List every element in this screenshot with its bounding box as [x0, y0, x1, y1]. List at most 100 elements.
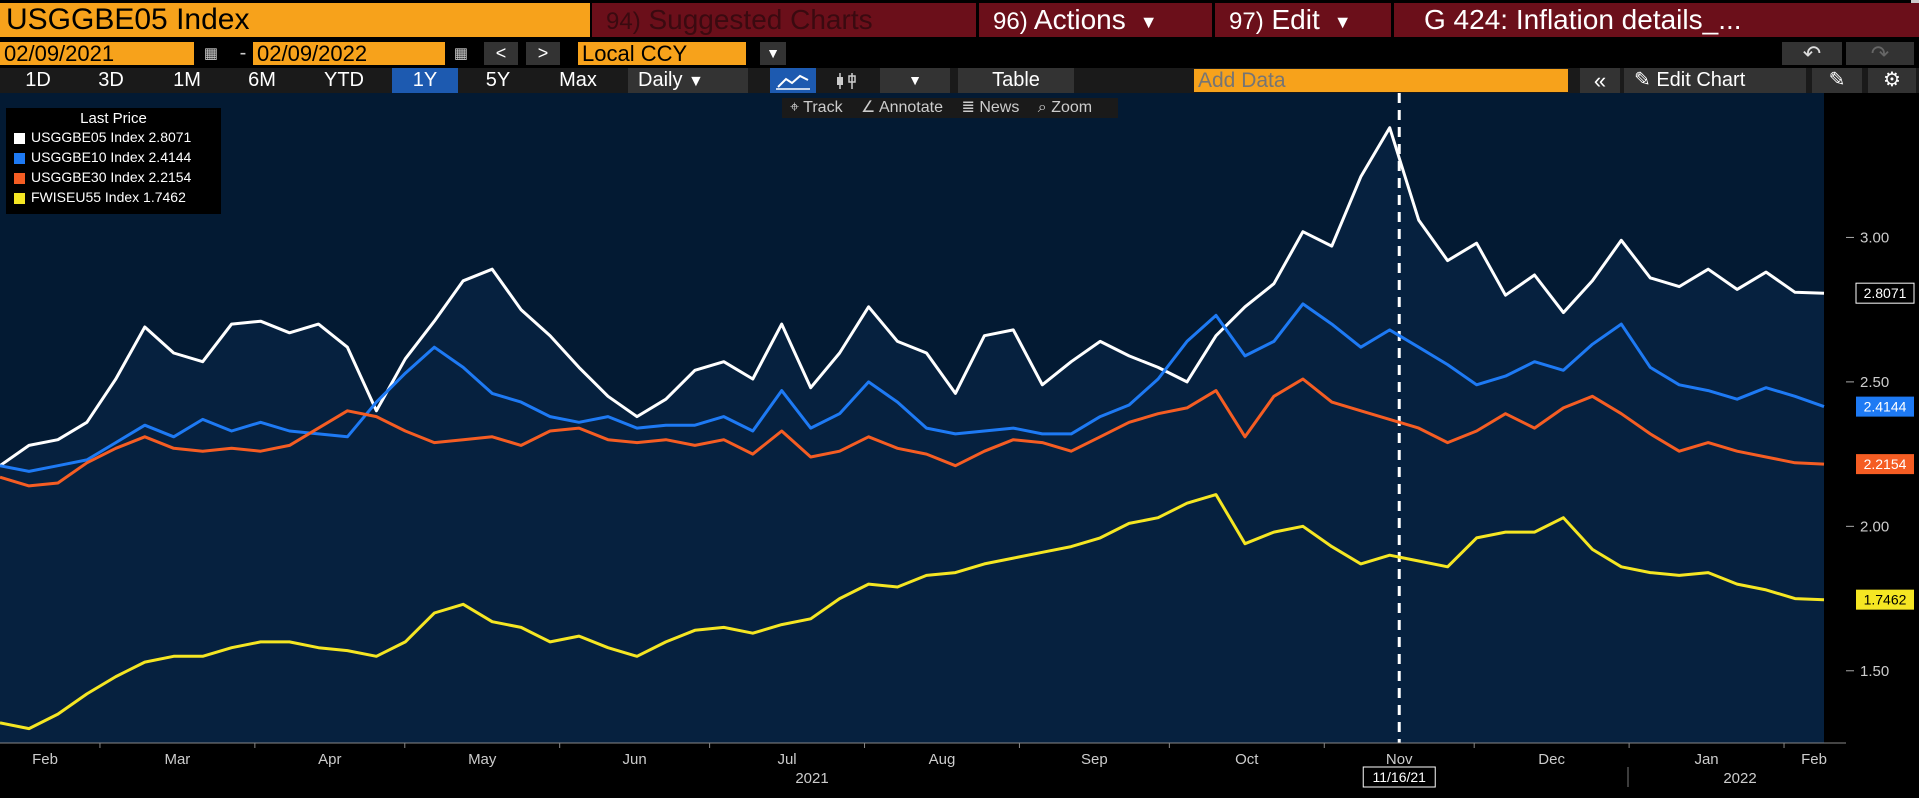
edit-button[interactable]: 97) Edit ▼ — [1215, 3, 1391, 37]
area-fill — [0, 127, 1824, 743]
crosshair-date-box — [1362, 766, 1436, 788]
frequency-dropdown[interactable]: Daily ▼ — [628, 68, 748, 93]
last-value-label: 2.4144 — [1864, 399, 1907, 415]
x-tick-label: Jul — [777, 751, 796, 768]
x-tick-label: Feb — [1801, 751, 1827, 768]
last-value-tag — [1855, 282, 1915, 304]
year-label: 2021 — [795, 770, 828, 787]
ticker-field[interactable]: USGGBE05 Index — [0, 3, 590, 37]
crosshair-icon[interactable]: ⌖ — [790, 99, 800, 116]
add-data-input[interactable] — [1194, 69, 1568, 92]
candlestick-icon[interactable] — [826, 68, 866, 93]
legend-series-name: USGGBE10 Index — [31, 149, 145, 165]
y-tick-label: 1.50 — [1860, 663, 1889, 680]
edit-chart-label: Edit Chart — [1656, 69, 1746, 91]
period-ytd-button[interactable]: YTD — [324, 69, 364, 91]
x-tick-label: Mar — [164, 751, 190, 768]
y-tick-label: 3.00 — [1860, 229, 1889, 246]
calendar-icon[interactable]: ▦ — [203, 45, 219, 62]
legend-item[interactable]: USGGBE30 Index 2.2154 — [6, 167, 221, 187]
last-value-label: 2.2154 — [1864, 456, 1907, 472]
x-tick-label: Dec — [1538, 751, 1565, 768]
last-value-label: 1.7462 — [1864, 592, 1907, 608]
chevron-down-icon: ▼ — [1333, 11, 1352, 32]
news-button[interactable]: News — [979, 99, 1020, 116]
pencil-icon: ✎ — [1634, 69, 1651, 91]
line-chart-icon[interactable] — [770, 68, 816, 93]
annotate-icon[interactable]: ∠ — [861, 99, 876, 116]
window-corner-mark — [1911, 0, 1919, 3]
legend-item[interactable]: USGGBE10 Index 2.4144 — [6, 147, 221, 167]
last-value-tag — [1856, 454, 1914, 475]
legend-swatch — [14, 152, 25, 164]
legend-series-name: USGGBE30 Index — [31, 169, 145, 185]
edit-number: 97) — [1229, 8, 1264, 35]
y-tick-label: 2.50 — [1860, 374, 1889, 391]
previous-period-button[interactable]: < — [484, 42, 518, 65]
start-date-field[interactable]: 02/09/2021 — [0, 42, 194, 65]
date-range-dash: - — [239, 42, 247, 64]
x-tick-label: Nov — [1386, 751, 1413, 768]
chevron-down-icon: ▼ — [1139, 11, 1158, 32]
period-6m-button[interactable]: 6M — [248, 69, 276, 91]
period-1d-button[interactable]: 1D — [25, 69, 51, 91]
gear-icon[interactable]: ⚙ — [1868, 68, 1916, 93]
last-value-label: 2.8071 — [1864, 285, 1907, 301]
chart-settings-edit-icon[interactable]: ✎ — [1812, 68, 1862, 93]
chevron-down-icon: ▼ — [688, 73, 704, 90]
frequency-label: Daily — [638, 69, 683, 91]
last-value-tag — [1856, 589, 1914, 610]
period-5y-button[interactable]: 5Y — [485, 69, 511, 91]
chevron-down-icon[interactable]: ▼ — [880, 68, 950, 93]
news-icon[interactable]: ≣ — [961, 99, 975, 116]
legend-series-value: 2.2154 — [148, 169, 192, 185]
actions-label: Actions — [1033, 4, 1126, 35]
series-line — [0, 377, 1825, 488]
period-max-button[interactable]: Max — [559, 69, 597, 91]
undo-icon[interactable]: ↶ — [1782, 42, 1842, 65]
chart-legend: Last Price USGGBE05 Index 2.8071 USGGBE1… — [6, 108, 221, 214]
y-tick-label: 2.00 — [1860, 518, 1889, 535]
zoom-icon[interactable]: ⌕ — [1037, 99, 1047, 116]
redo-icon[interactable]: ↷ — [1846, 42, 1914, 65]
annotate-button[interactable]: Annotate — [878, 99, 943, 116]
period-3d-button[interactable]: 3D — [98, 69, 124, 91]
series-line — [0, 126, 1825, 467]
calendar-icon[interactable]: ▦ — [453, 45, 469, 62]
edit-label: Edit — [1271, 4, 1320, 35]
actions-button[interactable]: 96) Actions ▼ — [979, 3, 1212, 37]
year-label: 2022 — [1723, 770, 1756, 787]
series-line — [0, 493, 1825, 731]
legend-series-name: FWISEU55 Index — [31, 189, 140, 205]
edit-chart-button[interactable]: ✎ Edit Chart — [1624, 68, 1806, 93]
period-1m-button[interactable]: 1M — [173, 69, 201, 91]
currency-dropdown[interactable]: Local CCY — [578, 42, 746, 65]
legend-series-value: 2.8071 — [148, 129, 192, 145]
legend-swatch — [14, 192, 25, 204]
chart-toolbar: ⌖ Track ∠ Annotate ≣ News ⌕ Zoom — [782, 98, 1118, 118]
table-button[interactable]: Table — [958, 68, 1074, 93]
chevron-down-icon[interactable]: ▼ — [760, 42, 786, 65]
collapse-icon[interactable]: « — [1580, 68, 1620, 93]
legend-swatch — [14, 172, 25, 184]
x-tick-label: Jun — [623, 751, 647, 768]
track-button[interactable]: Track — [803, 99, 843, 116]
legend-series-value: 2.4144 — [148, 149, 192, 165]
x-tick-label: Oct — [1235, 751, 1259, 768]
legend-item[interactable]: FWISEU55 Index 1.7462 — [6, 187, 221, 207]
x-tick-label: Jan — [1694, 751, 1718, 768]
period-1y-button[interactable]: 1Y — [392, 68, 458, 93]
series-line — [0, 302, 1825, 473]
inflation-details-button[interactable]: G 424: Inflation details_... — [1394, 3, 1919, 37]
zoom-button[interactable]: Zoom — [1051, 99, 1093, 116]
suggested-charts-button[interactable]: 94) Suggested Charts — [592, 3, 976, 37]
legend-series-name: USGGBE05 Index — [31, 129, 145, 145]
legend-item[interactable]: USGGBE05 Index 2.8071 — [6, 127, 221, 147]
x-tick-label: Aug — [929, 751, 956, 768]
end-date-field[interactable]: 02/09/2022 — [253, 42, 445, 65]
x-tick-label: May — [468, 751, 497, 768]
legend-title: Last Price — [80, 110, 147, 127]
suggested-charts-label: Suggested Charts — [648, 4, 873, 35]
next-period-button[interactable]: > — [526, 42, 560, 65]
